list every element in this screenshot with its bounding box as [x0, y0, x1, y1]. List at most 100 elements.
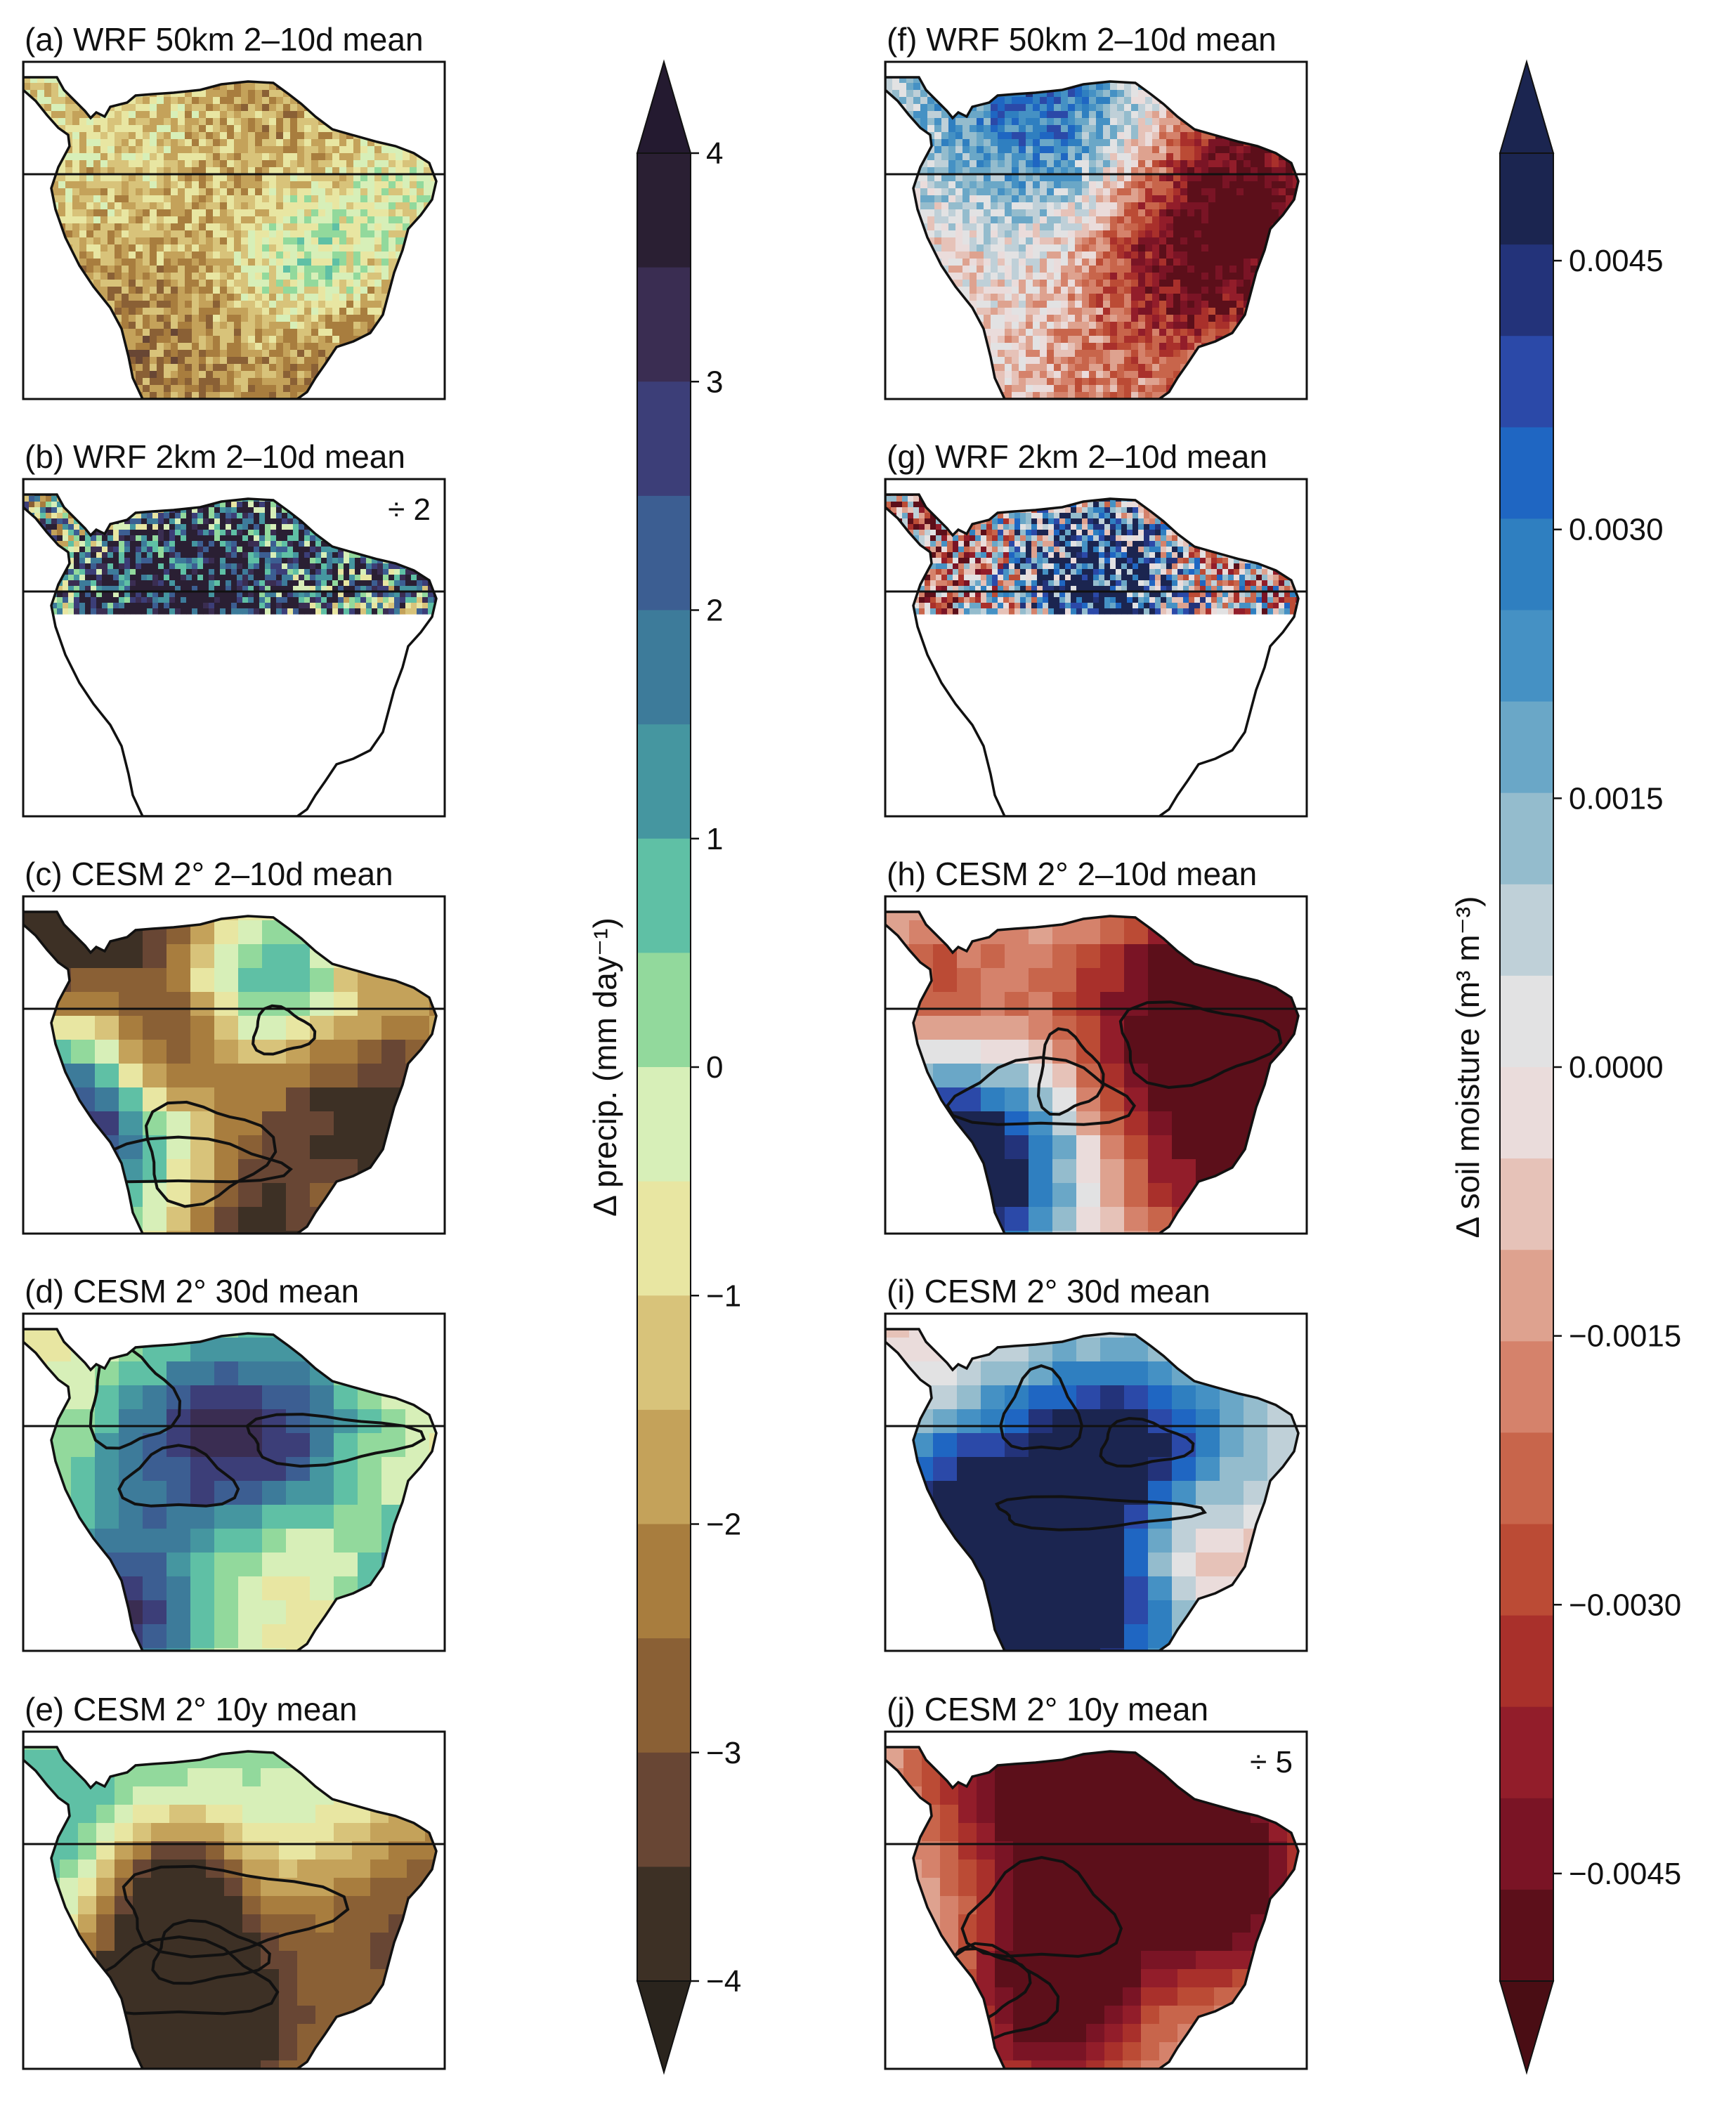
field-cell: [276, 580, 282, 587]
field-cell: [130, 552, 136, 558]
field-cell: [353, 174, 361, 182]
field-cell: [417, 580, 423, 587]
field-cell: [209, 552, 215, 558]
field-cell: [192, 535, 198, 542]
field-cell: [213, 139, 221, 147]
field-cell: [227, 329, 235, 336]
field-cell: [206, 160, 214, 168]
field-cell: [214, 558, 221, 564]
field-cell: [93, 160, 101, 168]
field-cell: [311, 230, 319, 238]
field-cell: [150, 343, 157, 351]
field-cell: [377, 580, 384, 587]
field-cell: [141, 580, 148, 587]
field-cell: [197, 608, 204, 615]
field-cell: [130, 603, 136, 609]
field-cell: [150, 174, 157, 182]
field-cell: [206, 322, 214, 329]
field-cell: [367, 244, 375, 252]
field-cell: [86, 195, 94, 203]
field-cell: [93, 181, 101, 189]
field-cell: [220, 209, 228, 217]
field-cell: [259, 608, 266, 615]
field-cell: [206, 104, 214, 112]
field-cell: [374, 301, 382, 308]
field-cell: [171, 104, 178, 112]
field-cell: [304, 301, 312, 308]
field-cell: [344, 580, 350, 587]
field-cell: [248, 273, 256, 280]
field-cell: [214, 603, 221, 609]
field-cell: [178, 174, 185, 182]
field-cell: [234, 308, 242, 315]
field-cell: [276, 308, 284, 315]
field-cell: [213, 329, 221, 336]
field-cell: [72, 125, 80, 133]
field-cell: [242, 569, 249, 575]
field-cell: [290, 266, 298, 273]
field-cell: [321, 603, 327, 609]
field-cell: [318, 132, 326, 140]
field-cell: [262, 287, 270, 294]
field-cell: [248, 580, 254, 587]
field-cell: [255, 266, 263, 273]
field-cell: [115, 139, 122, 147]
field-cell: [129, 195, 136, 203]
field-cell: [360, 301, 368, 308]
field-cell: [248, 575, 254, 581]
field-cell: [167, 944, 191, 969]
field-cell: [136, 541, 142, 547]
field-cell: [255, 146, 263, 154]
field-cell: [304, 223, 312, 231]
field-cell: [283, 237, 291, 245]
field-cell: [276, 273, 284, 280]
field-cell: [231, 507, 237, 514]
field-cell: [157, 266, 164, 273]
field-cell: [282, 547, 288, 553]
field-cell: [259, 603, 266, 609]
field-cell: [262, 992, 287, 1017]
field-cell: [255, 188, 263, 196]
field-cell: [192, 223, 200, 231]
field-cell: [152, 535, 159, 542]
field-cell: [255, 223, 263, 231]
field-cell: [178, 125, 185, 133]
field-cell: [339, 251, 347, 259]
field-cell: [366, 575, 372, 581]
field-cell: [255, 322, 263, 329]
field-cell: [310, 608, 316, 615]
field-cell: [255, 315, 263, 322]
field-cell: [276, 174, 284, 182]
field-cell: [185, 223, 192, 231]
field-cell: [262, 294, 270, 301]
field-cell: [325, 251, 333, 259]
field-cell: [214, 608, 221, 615]
field-cell: [262, 343, 270, 351]
field-cell: [318, 153, 326, 161]
field-cell: [227, 287, 235, 294]
field-cell: [255, 181, 263, 189]
field-cell: [262, 280, 270, 287]
field-cell: [192, 385, 200, 393]
field-cell: [377, 603, 384, 609]
field-cell: [241, 118, 249, 126]
field-cell: [185, 139, 192, 147]
field-cell: [346, 188, 354, 196]
field-cell: [157, 385, 164, 393]
field-cell: [403, 181, 410, 189]
field-cell: [389, 160, 396, 168]
field-cell: [113, 541, 119, 547]
field-cell: [181, 563, 187, 570]
field-cell: [290, 273, 298, 280]
field-cell: [290, 223, 298, 231]
field-cell: [199, 315, 207, 322]
field-cell: [242, 608, 249, 615]
field-cell: [150, 230, 157, 238]
field-cell: [95, 1040, 119, 1064]
field-cell: [100, 181, 108, 189]
field-cell: [226, 597, 232, 603]
field-cell: [65, 111, 73, 119]
field-cell: [346, 329, 354, 336]
field-cell: [220, 188, 228, 196]
field-cell: [396, 216, 403, 224]
